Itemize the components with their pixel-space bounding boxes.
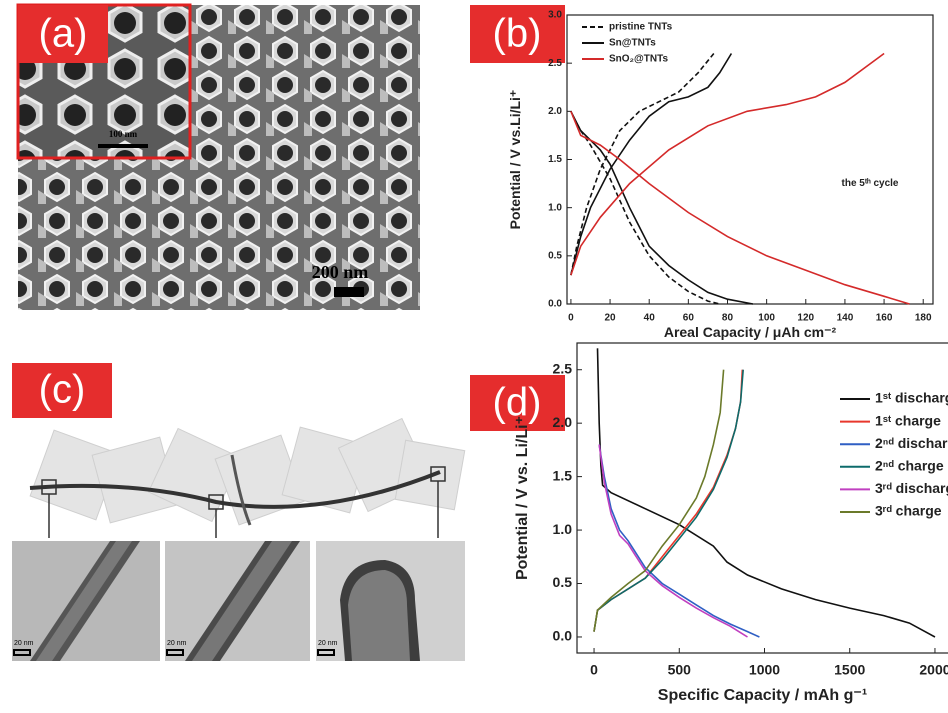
x-tick-label: 120: [797, 313, 814, 324]
legend-label: 2ⁿᵈ charge: [875, 458, 944, 474]
x-tick-label: 160: [876, 313, 893, 324]
annotation: the 5ᵗʰ cycle: [842, 178, 899, 189]
panel-label: (a): [39, 12, 88, 56]
legend-label: SnO₂@TNTs: [609, 54, 668, 65]
x-tick-label: 1000: [749, 662, 780, 678]
panel-label: (d): [493, 381, 542, 425]
x-tick-label: 60: [683, 313, 695, 324]
inset-scale-label: 100 nm: [109, 129, 138, 139]
series-line: [598, 444, 760, 638]
x-tick-label: 140: [837, 313, 854, 324]
series-line: [593, 369, 744, 632]
scale-label: 20 nm: [14, 640, 34, 647]
x-tick-label: 20: [604, 313, 616, 324]
x-axis-title: Specific Capacity / mAh g⁻¹: [658, 687, 867, 704]
y-tick-label: 2.5: [548, 58, 562, 69]
panel-label: (b): [493, 12, 542, 56]
x-tick-label: 1500: [834, 662, 865, 678]
series-line: [570, 52, 910, 305]
y-tick-label: 0.0: [553, 628, 573, 644]
series-line: [570, 53, 754, 305]
tem-image: (c) 20 nm 20 nm 20 nm: [12, 363, 466, 661]
series-line: [598, 444, 748, 638]
y-tick-label: 1.0: [553, 521, 573, 537]
y-tick-label: 0.5: [553, 574, 573, 590]
legend-label: pristine TNTs: [609, 22, 673, 33]
x-tick-label: 0: [568, 313, 574, 324]
y-tick-label: 1.5: [553, 467, 573, 483]
y-tick-label: 2.0: [548, 106, 562, 117]
y-axis-title: Potential / V vs.Li/Li⁺: [507, 90, 523, 230]
y-tick-label: 1.5: [548, 154, 562, 165]
x-axis-title: Areal Capacity / μAh cm⁻²: [664, 324, 837, 340]
x-tick-label: 100: [758, 313, 775, 324]
x-tick-label: 0: [590, 662, 598, 678]
legend-label: 1ˢᵗ charge: [875, 412, 941, 428]
y-tick-label: 0.0: [548, 299, 562, 310]
y-tick-label: 3.0: [548, 10, 562, 21]
legend-label: 1ˢᵗ discharge: [875, 390, 948, 406]
panel-label-box: [470, 375, 565, 431]
x-tick-label: 500: [668, 662, 692, 678]
panel-label: (c): [39, 368, 86, 412]
legend-label: Sn@TNTs: [609, 38, 656, 49]
y-tick-label: 1.0: [548, 202, 562, 213]
y-tick-label: 2.0: [553, 414, 573, 430]
scale-label: 200 nm: [312, 262, 369, 282]
legend-label: 2ⁿᵈ discharge: [875, 435, 948, 451]
scale-label: 20 nm: [318, 640, 338, 647]
sem-image: 100 nm 200 nm (a): [16, 3, 420, 310]
x-tick-label: 80: [722, 313, 734, 324]
series-line: [596, 348, 936, 638]
scale-label: 20 nm: [167, 640, 187, 647]
y-axis-title: Potential / V vs. Li/Li⁺: [514, 416, 531, 580]
x-tick-label: 2000: [919, 662, 948, 678]
series-line: [593, 369, 725, 632]
x-tick-label: 180: [915, 313, 932, 324]
x-tick-label: 40: [644, 313, 656, 324]
series-line: [570, 52, 720, 305]
y-tick-label: 0.5: [548, 250, 562, 261]
panel-label-box: [470, 5, 565, 63]
y-tick-label: 2.5: [553, 360, 573, 376]
legend-label: 3ʳᵈ charge: [875, 503, 942, 519]
legend-label: 3ʳᵈ discharge: [875, 480, 948, 496]
